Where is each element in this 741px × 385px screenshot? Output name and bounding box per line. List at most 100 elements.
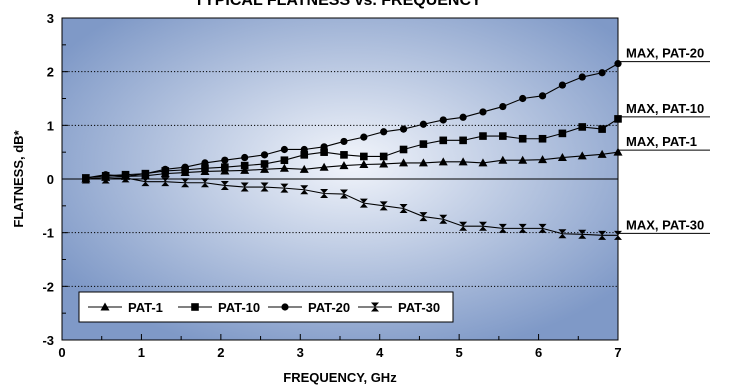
- circle-marker-shape: [360, 133, 368, 141]
- data-point-pat-30: [399, 204, 408, 214]
- hourglass-marker-top: [578, 229, 587, 235]
- y-tick-label: -1: [42, 226, 54, 241]
- data-point-pat-30: [478, 221, 487, 231]
- data-point-pat-30: [558, 229, 567, 239]
- data-point-pat-10: [538, 134, 547, 143]
- data-point-pat-10: [578, 123, 587, 131]
- x-tick-label: 3: [297, 345, 304, 360]
- triangle-marker-shape: [359, 160, 369, 169]
- data-point-pat-1: [557, 153, 567, 162]
- circle-marker-shape: [598, 69, 606, 77]
- data-point-pat-1: [279, 163, 289, 172]
- data-point-pat-10: [518, 134, 527, 143]
- hourglass-marker-top: [371, 302, 379, 307]
- data-point-pat-10: [558, 129, 567, 138]
- hourglass-marker-top: [478, 221, 487, 227]
- square-marker-shape: [598, 125, 606, 133]
- data-point-pat-10: [399, 145, 408, 154]
- data-point-pat-30: [498, 223, 507, 233]
- series-line-pat-10: [85, 118, 619, 179]
- hourglass-marker-top: [598, 230, 607, 236]
- x-tick-label: 7: [614, 345, 621, 360]
- data-point-pat-30: [260, 182, 269, 192]
- hourglass-marker-bottom: [161, 181, 170, 187]
- data-point-pat-20: [380, 128, 388, 136]
- hourglass-marker-bottom: [399, 208, 408, 214]
- hourglass-marker-top: [339, 189, 348, 195]
- triangle-marker-shape: [240, 165, 250, 174]
- data-point-pat-20: [221, 156, 229, 164]
- circle-marker-shape: [241, 153, 249, 162]
- data-point-pat-10: [379, 152, 388, 161]
- data-point-pat-30: [181, 178, 190, 188]
- data-point-pat-1: [339, 161, 349, 170]
- data-point-pat-20: [340, 137, 348, 146]
- chart-title: TYPICAL FLATNESS vs. FREQUENCY: [194, 0, 482, 9]
- data-point-pat-10: [614, 115, 622, 123]
- hourglass-marker-top: [81, 174, 90, 179]
- data-point-pat-30: [598, 230, 607, 240]
- data-point-pat-1: [438, 157, 448, 166]
- triangle-marker-shape: [518, 155, 528, 164]
- hourglass-marker-top: [459, 221, 468, 227]
- square-marker-shape: [538, 134, 547, 143]
- data-point-pat-20: [201, 159, 209, 167]
- circle-marker-shape: [614, 60, 622, 68]
- hourglass-marker-bottom: [371, 307, 379, 312]
- triangle-marker-shape: [538, 155, 548, 164]
- data-point-pat-20: [419, 120, 427, 128]
- legend-marker: [371, 302, 379, 312]
- square-marker-shape: [479, 132, 487, 140]
- circle-marker-shape: [141, 170, 149, 178]
- circle-marker-shape: [519, 94, 527, 103]
- data-point-pat-20: [598, 69, 606, 77]
- x-tick-label: 1: [138, 345, 145, 360]
- circle-marker-shape: [538, 92, 547, 100]
- circle-marker-shape: [260, 151, 269, 159]
- data-point-pat-20: [399, 125, 408, 133]
- data-point-pat-30: [300, 185, 309, 195]
- data-point-pat-1: [577, 151, 587, 160]
- y-tick-label: 2: [47, 65, 54, 80]
- data-point-pat-20: [300, 145, 308, 154]
- circle-marker-shape: [201, 159, 209, 167]
- square-marker-shape: [280, 156, 289, 165]
- legend-item-pat-30: PAT-30: [358, 300, 440, 315]
- hourglass-marker-bottom: [320, 193, 329, 198]
- data-point-pat-1: [240, 165, 250, 174]
- data-point-pat-20: [479, 108, 487, 116]
- data-point-pat-10: [499, 132, 507, 140]
- hourglass-marker-bottom: [260, 187, 269, 192]
- legend-box: [78, 291, 454, 323]
- circle-marker-shape: [300, 145, 308, 154]
- axes: 3 2 1 0 -1 -2 -3 0 1 2 3 4 5 6 7: [42, 11, 621, 360]
- circle-marker-shape: [578, 73, 586, 81]
- annotation-label: MAX, PAT-30: [626, 217, 704, 232]
- data-point-pat-1: [319, 162, 329, 171]
- hourglass-marker-bottom: [439, 219, 448, 224]
- hourglass-marker-bottom: [598, 235, 607, 240]
- data-point-pat-10: [479, 132, 487, 140]
- series-line-pat-30: [85, 177, 618, 236]
- circle-marker-shape: [459, 113, 467, 121]
- data-point-pat-20: [558, 81, 567, 89]
- x-tick-label: 4: [376, 345, 384, 360]
- y-tick-label: 3: [47, 11, 54, 26]
- hourglass-marker-bottom: [200, 182, 209, 188]
- y-tick-label: -3: [42, 333, 54, 348]
- data-point-pat-1: [299, 164, 309, 173]
- legend-label: PAT-1: [128, 300, 163, 315]
- square-marker-shape: [399, 145, 408, 154]
- y-tick-label: 1: [47, 118, 54, 133]
- data-point-pat-10: [240, 161, 249, 170]
- data-point-pat-20: [260, 151, 269, 159]
- data-point-pat-20: [280, 145, 288, 154]
- hourglass-marker-top: [200, 178, 209, 183]
- circle-marker-shape: [439, 116, 447, 124]
- data-point-pat-1: [597, 149, 607, 158]
- data-point-pat-30: [220, 180, 229, 190]
- data-point-pat-30: [121, 173, 130, 183]
- circle-marker-shape: [161, 165, 169, 173]
- hourglass-marker-top: [280, 183, 289, 189]
